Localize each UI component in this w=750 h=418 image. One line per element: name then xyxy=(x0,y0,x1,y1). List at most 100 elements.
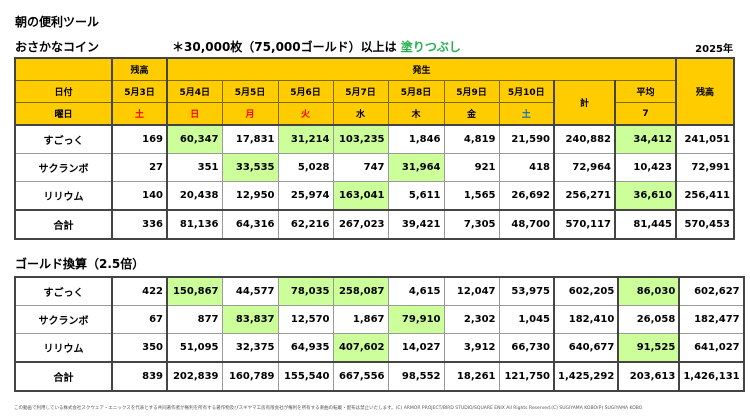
balance-cell: 256,411 xyxy=(675,181,735,211)
day-cell: 水 xyxy=(332,102,389,126)
header-row-1: 残高 発生 残高 xyxy=(14,57,735,126)
value-cell: 103,235 xyxy=(332,124,389,154)
value-cell: 12,570 xyxy=(277,305,334,334)
value-cell: 150,867 xyxy=(166,276,223,306)
average-cell: 81,445 xyxy=(614,209,677,240)
highlight-note: ＊30,000枚（75,000ゴールド）以上は 塗りつぶし xyxy=(172,38,461,55)
value-cell: 747 xyxy=(332,153,389,182)
total-header: 計 xyxy=(553,80,616,126)
value-cell: 39,421 xyxy=(387,209,445,240)
value-cell: 921 xyxy=(443,153,500,182)
total-cell: 72,964 xyxy=(553,153,616,182)
value-cell: 418 xyxy=(498,153,555,182)
value-cell: 33,535 xyxy=(221,153,279,182)
weekday-label: 曜日 xyxy=(14,102,113,126)
value-cell: 7,305 xyxy=(443,209,500,240)
table-row: リリウム 140 20,438 12,950 25,974 163,041 5,… xyxy=(14,181,735,211)
year-label: 2025年 xyxy=(695,44,733,55)
date-cell: 5月7日 xyxy=(332,80,389,103)
table-row: すごっく 169 60,347 17,831 31,214 103,235 1,… xyxy=(14,124,735,154)
total-row: 合計 336 81,136 64,316 62,216 267,023 39,4… xyxy=(14,209,735,240)
value-cell: 62,216 xyxy=(277,209,334,240)
start-balance-header: 残高 xyxy=(111,57,168,81)
value-cell: 14,027 xyxy=(387,333,445,363)
start-day: 土 xyxy=(111,102,168,126)
start-cell: 140 xyxy=(111,181,168,211)
note-highlight-text: 塗りつぶし xyxy=(400,40,461,54)
value-cell: 20,438 xyxy=(166,181,223,211)
row-label: 合計 xyxy=(14,361,113,392)
value-cell: 53,975 xyxy=(498,276,555,306)
row-label: すごっく xyxy=(14,124,113,154)
value-cell: 51,095 xyxy=(166,333,223,363)
balance-cell: 602,627 xyxy=(678,276,745,306)
start-cell: 839 xyxy=(111,361,168,392)
start-cell: 169 xyxy=(111,124,168,154)
value-cell: 5,028 xyxy=(277,153,334,182)
value-cell: 3,912 xyxy=(443,333,500,363)
date-label: 日付 xyxy=(14,80,113,103)
table-row: サクランボ 27 351 33,535 5,028 747 31,964 921… xyxy=(14,153,735,182)
average-cell: 86,030 xyxy=(617,276,680,306)
table-row: サクランボ 67 877 83,837 12,570 1,867 79,910 … xyxy=(14,305,745,334)
value-cell: 877 xyxy=(166,305,223,334)
start-cell: 336 xyxy=(111,209,168,240)
start-cell: 27 xyxy=(111,153,168,182)
day-cell: 土 xyxy=(498,102,555,126)
value-cell: 155,540 xyxy=(277,361,334,392)
total-row: 合計 839 202,839 160,789 155,540 667,556 9… xyxy=(14,361,745,392)
value-cell: 44,577 xyxy=(221,276,279,306)
currency-subtitle: おさかなコイン xyxy=(15,40,100,54)
copyright-notice: この動画で利用している株式会社スクウェア・エニックスを代表とする共同著作者が権利… xyxy=(14,406,643,411)
value-cell: 351 xyxy=(166,153,223,182)
value-cell: 81,136 xyxy=(166,209,223,240)
date-cell: 5月9日 xyxy=(443,80,500,103)
value-cell: 163,041 xyxy=(332,181,389,211)
total-cell: 640,677 xyxy=(552,333,619,363)
average-cell: 36,610 xyxy=(614,181,677,211)
value-cell: 32,375 xyxy=(221,333,279,363)
total-cell: 570,117 xyxy=(553,209,616,240)
header-row-dates: 日付 5月3日 5月4日 5月5日 5月6日 5月7日 5月8日 5月9日 5月… xyxy=(14,80,734,126)
value-cell: 667,556 xyxy=(332,361,389,392)
value-cell: 48,700 xyxy=(498,209,555,240)
value-cell: 18,261 xyxy=(443,361,500,392)
average-cell: 34,412 xyxy=(614,124,677,154)
start-cell: 67 xyxy=(111,305,168,334)
day-cell: 木 xyxy=(387,102,445,126)
value-cell: 160,789 xyxy=(221,361,279,392)
date-cell: 5月10日 xyxy=(498,80,555,103)
value-cell: 258,087 xyxy=(332,276,389,306)
value-cell: 26,692 xyxy=(498,181,555,211)
coin-table: 残高 発生 残高 日付 5月3日 5月4日 5月5日 5月6日 5月7日 5月8… xyxy=(14,57,735,240)
value-cell: 79,910 xyxy=(387,305,445,334)
total-cell: 602,205 xyxy=(552,276,619,306)
average-header: 平均 xyxy=(614,80,677,103)
value-cell: 4,615 xyxy=(387,276,445,306)
value-cell: 83,837 xyxy=(221,305,279,334)
occurrence-header: 発生 xyxy=(166,57,677,81)
balance-cell: 182,477 xyxy=(678,305,745,334)
average-cell: 203,613 xyxy=(617,361,680,392)
date-cell: 5月6日 xyxy=(277,80,334,103)
corner-cell xyxy=(14,57,113,81)
header-row-days: 曜日 土 日 月 火 水 木 金 土 7 xyxy=(14,102,734,126)
value-cell: 202,839 xyxy=(166,361,223,392)
value-cell: 4,819 xyxy=(443,124,500,154)
total-cell: 256,271 xyxy=(553,181,616,211)
value-cell: 17,831 xyxy=(221,124,279,154)
value-cell: 407,602 xyxy=(332,333,389,363)
row-label: サクランボ xyxy=(14,153,113,182)
date-cell: 5月5日 xyxy=(221,80,279,103)
value-cell: 1,045 xyxy=(498,305,555,334)
day-cell: 月 xyxy=(221,102,279,126)
day-cell: 金 xyxy=(443,102,500,126)
value-cell: 121,750 xyxy=(498,361,555,392)
start-cell: 422 xyxy=(111,276,168,306)
date-cell: 5月8日 xyxy=(387,80,445,103)
total-cell: 1,425,292 xyxy=(552,361,619,392)
value-cell: 1,565 xyxy=(443,181,500,211)
balance-cell: 72,991 xyxy=(675,153,735,182)
day-cell: 火 xyxy=(277,102,334,126)
value-cell: 60,347 xyxy=(166,124,223,154)
